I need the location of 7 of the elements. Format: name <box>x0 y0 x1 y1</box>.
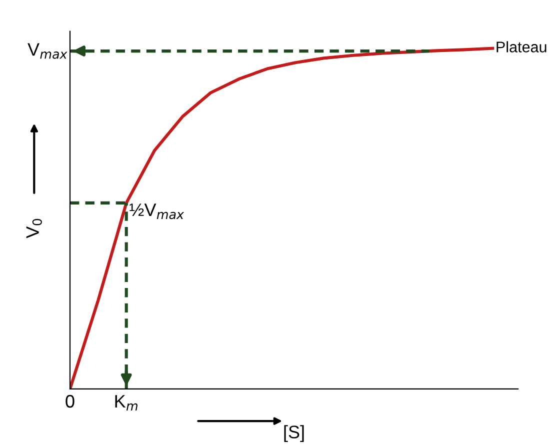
x-tick-label: 0 <box>66 394 74 408</box>
y-axis-title: V$_{0}$ <box>26 218 42 238</box>
ref-line-label: V$_{max}$ <box>28 43 68 59</box>
x-tick-label: K$_{m}$ <box>115 395 138 410</box>
x-axis-title: [S] <box>284 425 304 442</box>
annotation: Plateau <box>496 41 546 52</box>
ref-line-label: ½V$_{max}$ <box>130 204 184 220</box>
